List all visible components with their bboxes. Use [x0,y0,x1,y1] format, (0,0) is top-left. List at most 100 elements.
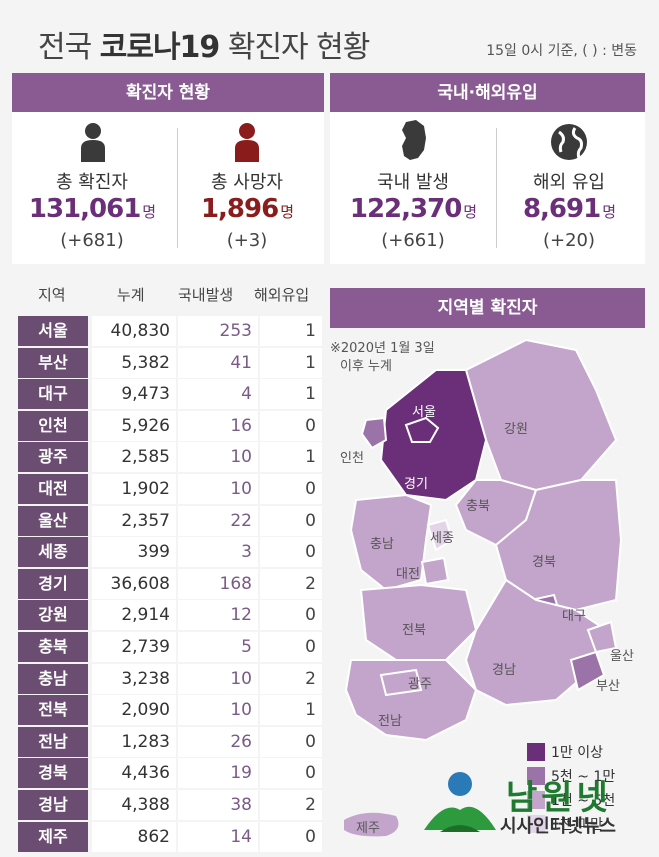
row-region: 광주 [18,442,88,473]
row-overseas: 0 [260,474,322,504]
stat-value: 131,061 명 [17,194,167,224]
label-seoul: 서울 [412,405,436,420]
stat-label: 해외 유입 [533,172,605,193]
stat-change: (+20) [542,230,596,251]
row-region: 세종 [18,537,88,568]
table-row: 대전 1,902 10 0 [18,474,322,505]
row-domestic: 41 [178,347,258,378]
title-part-rest: 확진자 현황 [219,30,371,65]
row-total: 40,830 [92,316,176,346]
title-bold: 코로나19 [99,30,221,65]
label-gyeongbuk: 경북 [532,555,556,570]
row-domestic: 3 [178,537,258,568]
row-domestic: 12 [178,600,258,631]
row-overseas: 0 [260,505,322,536]
row-region: 부산 [18,347,88,378]
legend-swatch [527,743,545,761]
col-header-domestic: 국내발생 [178,286,234,304]
legend-swatch [527,815,545,833]
row-overseas: 2 [260,568,322,599]
korea-region-map: ※2020년 1월 3일 이후 누계 서울 인천 경기 강원 충북 충남 세종 … [330,338,634,837]
row-total: 399 [92,537,176,568]
label-sejong: 세종 [430,531,454,546]
page-title: 전국 코로나19 확진자 현황 [38,22,371,66]
row-total: 1,283 [92,726,176,757]
col-header-total: 누계 [117,286,145,304]
map-note-2: 이후 누계 [340,359,392,374]
stat-value: 122,370 명 [338,194,488,224]
stat-divider [177,128,178,248]
row-region: 충남 [18,663,88,694]
legend-swatch [527,791,545,809]
row-domestic: 14 [178,821,258,852]
stat-divider [496,128,497,248]
stat-unit: 명 [142,203,156,221]
row-total: 2,090 [92,695,176,726]
row-overseas: 0 [260,758,322,789]
row-domestic: 10 [178,442,258,473]
label-daegu: 대구 [562,609,586,624]
origin-panel: 국내 발생 122,370 명 (+661) 해외 유입 8,691 명 (+20) [330,112,645,264]
row-domestic: 38 [178,790,258,820]
row-domestic: 10 [178,695,258,726]
map-note-1: ※2020년 1월 3일 [330,341,435,356]
table-row: 부산 5,382 41 1 [18,347,322,379]
label-gyeonggi: 경기 [404,477,428,492]
stat-change: (+661) [381,230,445,251]
row-region: 강원 [18,600,88,631]
row-overseas: 0 [260,410,322,441]
row-domestic: 5 [178,632,258,662]
row-domestic: 4 [178,379,258,410]
row-region: 경북 [18,758,88,789]
person-icon [235,123,259,162]
region-gangwon [464,338,618,492]
stat-number: 131,061 [28,194,141,224]
row-total: 1,902 [92,474,176,504]
table-row: 울산 2,357 22 0 [18,505,322,537]
label-chungnam: 충남 [370,537,394,552]
row-total: 2,739 [92,632,176,662]
stat-unit: 명 [463,203,477,221]
region-sejong [426,518,454,552]
table-row: 전남 1,283 26 0 [18,726,322,758]
label-chungbuk: 충북 [466,499,490,514]
row-total: 3,238 [92,663,176,694]
row-total: 2,357 [92,505,176,536]
row-overseas: 2 [260,663,322,694]
row-overseas: 2 [260,790,322,820]
region-jeonbuk [359,583,478,661]
table-row: 서울 40,830 253 1 [18,316,322,347]
row-domestic: 10 [178,663,258,694]
table-row: 세종 399 3 0 [18,537,322,568]
row-region: 서울 [18,316,88,346]
table-row: 강원 2,914 12 0 [18,600,322,631]
label-gangwon: 강원 [504,422,528,437]
row-total: 2,585 [92,442,176,473]
table-row: 경기 36,608 168 2 [18,568,322,600]
row-overseas: 0 [260,632,322,662]
row-overseas: 1 [260,347,322,378]
row-region: 전북 [18,695,88,726]
row-region: 대전 [18,474,88,504]
stat-unit: 명 [280,203,294,221]
table-row: 경남 4,388 38 2 [18,790,322,821]
table-row: 충남 3,238 10 2 [18,663,322,695]
row-region: 울산 [18,505,88,536]
row-total: 4,436 [92,758,176,789]
legend-label: 5천 ~ 1만 [551,769,616,785]
label-gwangju: 광주 [408,677,432,692]
label-daejeon: 대전 [396,567,420,582]
label-jeonbuk: 전북 [402,623,426,638]
col-header-overseas: 해외유입 [254,286,310,304]
row-total: 36,608 [92,568,176,599]
korea-map-icon [402,120,426,160]
stat-label: 국내 발생 [377,172,449,193]
row-overseas: 1 [260,695,322,726]
row-overseas: 1 [260,316,322,346]
table-row: 제주 862 14 0 [18,821,322,853]
row-domestic: 253 [178,316,258,346]
title-part: 전국 [38,30,100,65]
person-icon [81,123,105,162]
table-row: 충북 2,739 5 0 [18,632,322,663]
